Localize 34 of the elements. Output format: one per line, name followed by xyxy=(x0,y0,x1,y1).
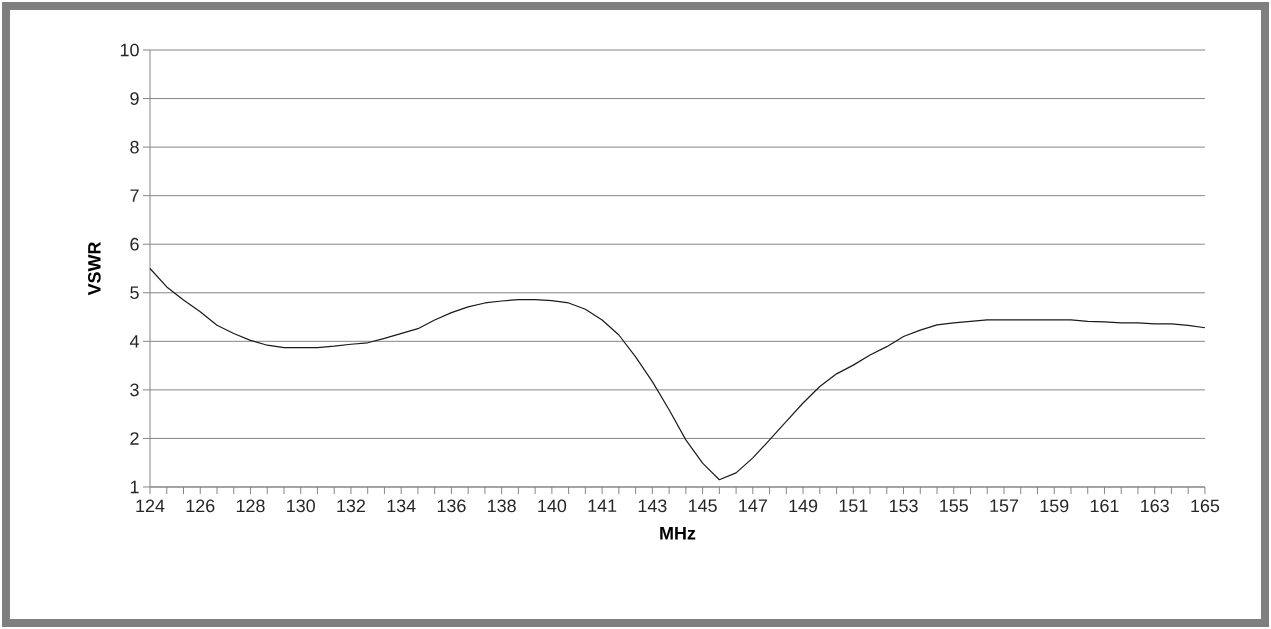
x-tick-label: 140 xyxy=(538,499,567,513)
y-tick-label: 6 xyxy=(130,237,139,251)
x-tick-label: 134 xyxy=(387,499,416,513)
y-tick-label: 1 xyxy=(130,480,139,494)
x-axis-title: MHz xyxy=(660,527,696,540)
x-tick-label: 157 xyxy=(990,499,1019,513)
x-tick-label: 128 xyxy=(236,499,265,513)
x-tick-label: 155 xyxy=(940,499,968,513)
x-tick-label: 147 xyxy=(739,499,767,512)
x-tick-label: 151 xyxy=(839,499,868,513)
y-tick-label: 5 xyxy=(130,286,139,300)
x-tick-label: 124 xyxy=(136,499,165,513)
y-tick-label: 10 xyxy=(120,43,139,57)
x-tick-label: 130 xyxy=(287,499,315,513)
x-tick-label: 145 xyxy=(688,499,717,513)
y-tick-label: 4 xyxy=(129,335,139,348)
x-tick-label: 138 xyxy=(488,499,516,513)
x-tick-label: 126 xyxy=(186,499,215,513)
x-tick-label: 153 xyxy=(889,499,918,513)
x-tick-label: 159 xyxy=(1040,499,1069,513)
y-tick-label: 2 xyxy=(130,432,139,445)
x-tick-label: 136 xyxy=(437,499,466,513)
y-tick-label: 3 xyxy=(130,383,139,397)
y-tick-label: 8 xyxy=(130,140,139,154)
x-tick-label: 149 xyxy=(789,499,818,513)
x-tick-label: 165 xyxy=(1191,499,1220,513)
x-tick-label: 161 xyxy=(1090,499,1119,513)
x-tick-label: 163 xyxy=(1141,499,1169,513)
y-axis-title: VSWR xyxy=(88,241,101,296)
x-tick-label: 132 xyxy=(337,499,366,513)
x-tick-label: 143 xyxy=(638,499,667,513)
y-tick-label: 9 xyxy=(130,92,139,105)
y-tick-label: 7 xyxy=(130,189,139,202)
x-tick-label: 141 xyxy=(588,499,617,512)
